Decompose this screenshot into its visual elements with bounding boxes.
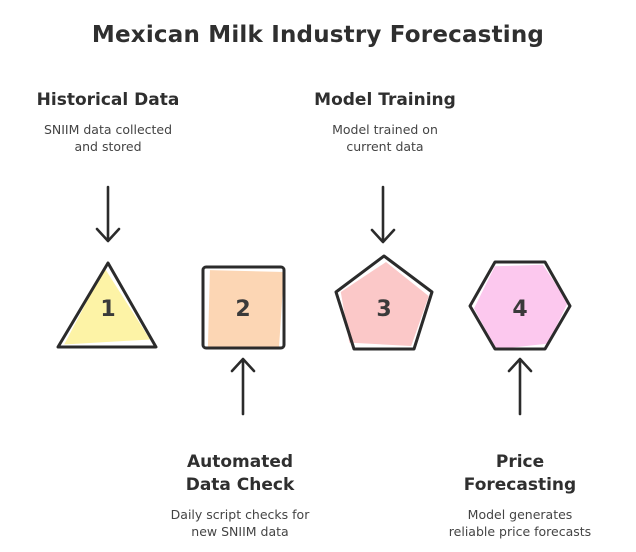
step-2-square: 2 (201, 265, 286, 350)
step-2-heading-line-2: Data Check (185, 475, 295, 495)
step-3-description-line-1: Model trained on (332, 122, 438, 137)
step-3-pentagon: 3 (334, 254, 434, 351)
step-1-description-line-1: SNIIM data collected (43, 122, 173, 137)
step-4-description: Model generates reliable price forecasts (420, 506, 620, 540)
step-4-description-line-2: reliable price forecasts (448, 524, 592, 539)
step-1-description-line-2: and stored (74, 139, 142, 154)
diagram-title: Mexican Milk Industry Forecasting (91, 22, 545, 48)
step-4-heading: Price Forecasting (420, 451, 620, 497)
step-2-heading: Automated Data Check (140, 451, 340, 497)
step-4-arrow (507, 357, 533, 416)
step-2-description-line-2: new SNIIM data (191, 524, 289, 539)
step-4-number: 4 (512, 297, 527, 322)
step-1-arrow (95, 185, 121, 243)
step-4-heading-line-2: Forecasting (463, 475, 577, 495)
step-4-description-line-1: Model generates (467, 507, 573, 522)
step-1-triangle: 1 (56, 261, 158, 349)
step-4-heading-line-1: Price (495, 452, 545, 472)
step-3-heading: Model Training (314, 90, 456, 110)
step-2-heading-line-1: Automated (186, 452, 294, 472)
step-3-arrow (370, 185, 396, 244)
step-1-number: 1 (100, 297, 115, 322)
step-3-number: 3 (376, 297, 391, 322)
step-2-description-line-1: Daily script checks for (170, 507, 310, 522)
step-2-number: 2 (235, 297, 250, 322)
step-3-description-line-2: current data (346, 139, 424, 154)
step-3-description: Model trained on current data (285, 121, 485, 155)
step-4-hexagon: 4 (468, 260, 572, 351)
step-2-description: Daily script checks for new SNIIM data (140, 506, 340, 540)
step-1-description: SNIIM data collected and stored (8, 121, 208, 155)
step-1-heading: Historical Data (36, 90, 180, 110)
step-2-arrow (230, 357, 256, 416)
